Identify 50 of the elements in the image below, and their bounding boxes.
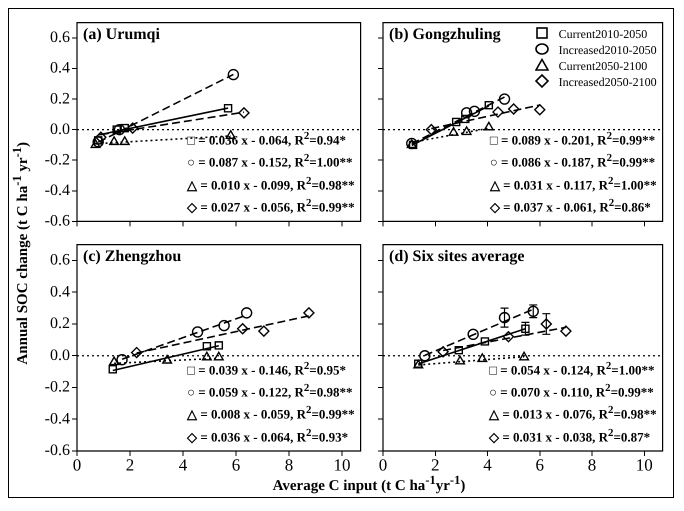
y-tick-label: -0.2 [44, 151, 70, 168]
annotation: ○ = 0.087 x - 0.152, R$^{2}$=1.00** [187, 151, 354, 172]
annotation: ○ = 0.086 x - 0.187, R$^{2}$=0.99** [490, 151, 656, 172]
y-tick-label: -0.4 [44, 410, 70, 428]
x-tick-label: 6 [536, 456, 544, 475]
x-tick-label: 2 [126, 456, 134, 475]
x-tick-label: 8 [284, 456, 294, 475]
x-tick-label: 10 [334, 456, 351, 475]
y-tick-label: 0.0 [50, 346, 70, 364]
annotation: ◇ = 0.031 x - 0.038, R$^{2}$=0.87* [489, 426, 652, 446]
x-tick-label: 0 [378, 456, 388, 475]
annotation: △ = 0.031 x - 0.117, R$^{2}$=1.00** [490, 174, 657, 194]
y-tick-label: -0.4 [44, 182, 70, 200]
y-tick-label: 0.0 [50, 120, 70, 138]
annotation: △ = 0.010 x - 0.099, R$^{2}$=0.98** [187, 174, 355, 194]
y-tick-label: 0.4 [50, 60, 70, 77]
chart-title: (a) Urumqi [83, 26, 160, 44]
y-tick-label: 0.2 [50, 90, 70, 108]
y-tick-label: 0.4 [50, 283, 70, 300]
annotation: □ = 0.089 x - 0.201, R$^{2}$=0.99** [490, 129, 656, 150]
y-tick-label: -0.6 [44, 442, 70, 460]
x-tick-label: 8 [588, 456, 596, 475]
annotation: □ = 0.039 x - 0.146, R$^{2}$=0.95* [187, 358, 347, 380]
annotation: □ = 0.054 x - 0.124, R$^{2}$=1.00** [489, 358, 656, 380]
y-tick-label: -0.6 [44, 212, 70, 230]
x-axis-title: Average C input (t C ha$^{-1}$yr$^{-1}$) [272, 473, 466, 496]
chart-title: (b) Gongzhuling [389, 26, 501, 44]
x-tick-label: 4 [178, 456, 188, 475]
x-tick-label: 0 [72, 456, 82, 475]
annotation: △ = 0.008 x - 0.059, R$^{2}$=0.99** [187, 403, 355, 424]
annotation: ◇ = 0.036 x - 0.064, R$^{2}$=0.93* [187, 426, 350, 446]
legend-label: Current2010-2050 [558, 26, 648, 41]
y-tick-label: 0.6 [50, 29, 70, 46]
y-tick-label: 0.2 [50, 315, 70, 332]
chart-title: (c) Zhengzhou [83, 248, 182, 266]
annotation: ◇ = 0.037 x - 0.061, R$^{2}$=0.86* [490, 196, 652, 216]
x-tick-label: 6 [232, 456, 240, 475]
x-tick-label: 10 [636, 456, 653, 475]
annotation: ○ = 0.059 x - 0.122, R$^{2}$=0.98** [187, 381, 354, 402]
annotation: ○ = 0.070 x - 0.110, R$^{2}$=0.99** [489, 381, 655, 402]
y-tick-label: -0.2 [44, 378, 70, 396]
x-tick-label: 4 [483, 456, 492, 475]
chart-title: (d) Six sites average [389, 248, 525, 266]
annotation: △ = 0.013 x - 0.076, R$^{2}$=0.98** [489, 403, 657, 424]
annotation: ◇ = 0.027 x - 0.056, R$^{2}$=0.99** [187, 196, 355, 216]
legend-label: Current2050-2100 [558, 58, 648, 73]
legend-label: Increased2010-2050 [558, 42, 657, 57]
legend-label: Increased2050-2100 [558, 74, 657, 89]
y-tick-label: 0.6 [50, 252, 70, 269]
x-tick-label: 2 [431, 456, 440, 475]
